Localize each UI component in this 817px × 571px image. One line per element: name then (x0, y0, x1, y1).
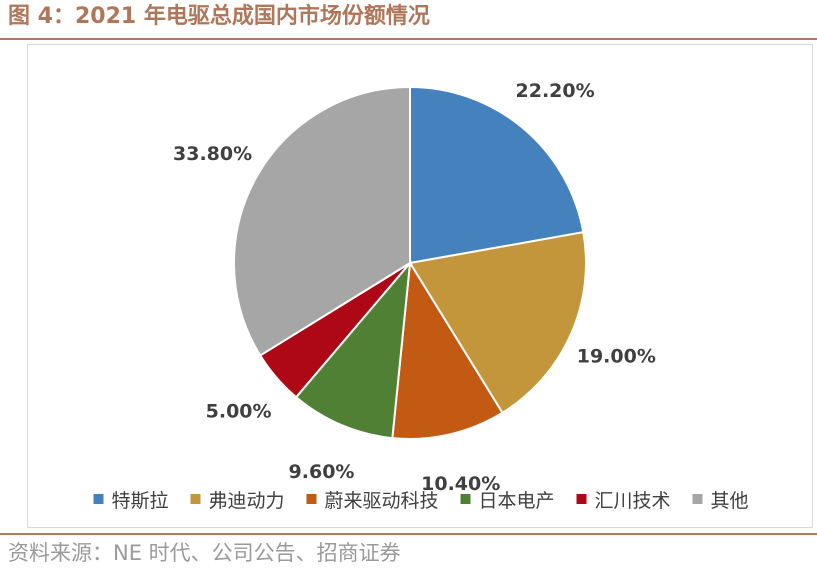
legend-item-2: 弗迪动力 (190, 490, 285, 512)
pie-slice-2 (408, 231, 587, 415)
source-divider (0, 533, 817, 535)
chart-area: 22.20% 19.00% 10.40% 9.60% 5.00% 33.80% 特斯拉 弗迪动… (27, 44, 813, 528)
legend-item-6: 其他 (692, 490, 749, 512)
legend-item-4: 日本电产 (460, 490, 555, 512)
legend-swatch (460, 494, 471, 504)
data-label-6: 33.80% (173, 143, 252, 165)
data-label-3: 10.40% (421, 473, 500, 495)
legend-item-5: 汇川技术 (576, 490, 671, 512)
title-divider (0, 38, 817, 40)
legend-swatch (190, 494, 201, 504)
legend-swatch (306, 494, 317, 504)
legend-swatch (93, 494, 104, 504)
legend-label: 其他 (711, 490, 749, 512)
pie-slice-4 (294, 259, 412, 440)
data-label-4: 9.60% (289, 461, 355, 483)
pie-slice-6 (233, 85, 411, 357)
legend-label: 特斯拉 (112, 490, 169, 512)
legend-swatch (692, 494, 703, 504)
figure-title: 图 4：2021 年电驱总成国内市场份额情况 (8, 4, 430, 29)
data-label-1: 22.20% (516, 80, 595, 102)
legend-label: 汇川技术 (595, 490, 671, 512)
legend-label: 日本电产 (479, 490, 555, 512)
pie-slice-3 (391, 259, 504, 440)
data-label-2: 19.00% (577, 345, 656, 367)
data-label-5: 5.00% (206, 400, 272, 422)
pie-chart: 22.20% 19.00% 10.40% 9.60% 5.00% 33.80% 特斯拉 弗迪动… (93, 80, 749, 512)
legend-label: 蔚来驱动科技 (325, 490, 439, 512)
pie-slice-1 (409, 85, 585, 265)
legend-label: 弗迪动力 (209, 490, 285, 512)
legend-item-3: 蔚来驱动科技 (306, 490, 439, 512)
legend-swatch (576, 494, 587, 504)
source-note: 资料来源：NE 时代、公司公告、招商证券 (8, 541, 401, 565)
legend-item-1: 特斯拉 (93, 490, 169, 512)
